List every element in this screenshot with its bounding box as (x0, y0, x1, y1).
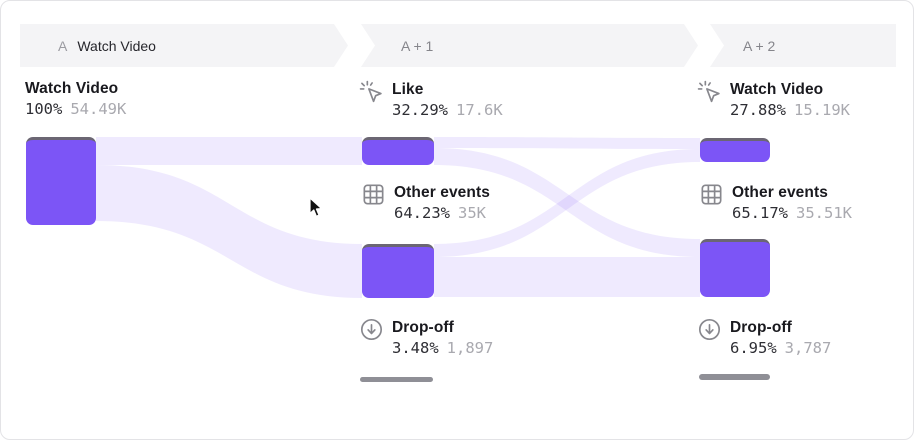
step-label: A + 2 (743, 37, 776, 54)
node-count: 3,787 (784, 339, 832, 357)
step-label: A + 1 (401, 37, 434, 54)
drop-off-icon (359, 317, 384, 342)
sankey-node-watch-video-step3[interactable] (700, 138, 770, 162)
flow-watchvideo-to-like[interactable] (96, 137, 362, 165)
drop-off-bar-step3[interactable] (699, 374, 770, 380)
node-title: Other events (732, 184, 828, 201)
node-label-watch-video-step1: Watch Video 100% 54.49K (25, 79, 126, 120)
flow-otherevents-to-watchvideo2[interactable] (434, 149, 700, 257)
node-title: Like (392, 81, 424, 98)
node-label-like: Like 32.29% 17.6K (359, 80, 503, 121)
node-percent: 27.88% (730, 101, 786, 119)
grid-icon (361, 182, 386, 207)
node-percent: 6.95% (730, 339, 777, 357)
node-count: 35K (458, 204, 486, 222)
click-cursor-icon (359, 79, 384, 104)
sankey-node-like-step2[interactable] (362, 137, 434, 165)
grid-icon (699, 182, 724, 207)
flow-otherevents-to-otherevents2[interactable] (434, 257, 700, 297)
node-percent: 100% (25, 100, 63, 118)
node-label-drop-off-step3: Drop-off 6.95% 3,787 (697, 318, 831, 359)
sankey-node-other-events-step2[interactable] (362, 244, 434, 298)
node-count: 35.51K (796, 204, 852, 222)
node-title: Other events (394, 184, 490, 201)
node-title: Drop-off (730, 319, 792, 336)
node-percent: 3.48% (392, 339, 439, 357)
funnel-step-2[interactable]: A + 1 (361, 24, 698, 67)
mouse-cursor-icon (309, 197, 323, 223)
node-count: 1,897 (446, 339, 494, 357)
step-badge: A (58, 37, 68, 54)
click-cursor-icon (697, 79, 722, 104)
drop-off-bar-step2[interactable] (360, 377, 433, 382)
step-label: Watch Video (77, 37, 156, 54)
drop-off-icon (697, 317, 722, 342)
node-title: Watch Video (25, 80, 119, 97)
node-label-other-events-step3: Other events 65.17% 35.51K (699, 183, 852, 224)
sankey-node-other-events-step3[interactable] (700, 239, 770, 297)
node-count: 17.6K (456, 101, 503, 119)
node-title: Watch Video (730, 81, 824, 98)
node-label-drop-off-step2: Drop-off 3.48% 1,897 (359, 318, 493, 359)
node-percent: 32.29% (392, 101, 448, 119)
sankey-node-watch-video-step1[interactable] (26, 137, 96, 225)
flow-watchvideo-to-otherevents[interactable] (96, 165, 362, 298)
node-label-watch-video-step3: Watch Video 27.88% 15.19K (697, 80, 850, 121)
node-count: 15.19K (794, 101, 850, 119)
flow-like-to-watchvideo2[interactable] (434, 137, 700, 149)
flow-like-to-otherevents2[interactable] (434, 148, 700, 257)
funnel-step-3[interactable]: A + 2 (710, 24, 896, 67)
funnel-step-1[interactable]: A Watch Video (20, 24, 348, 67)
node-title: Drop-off (392, 319, 454, 336)
node-label-other-events-step2: Other events 64.23% 35K (361, 183, 490, 224)
node-percent: 65.17% (732, 204, 788, 222)
node-count: 54.49K (70, 100, 127, 118)
node-percent: 64.23% (394, 204, 450, 222)
